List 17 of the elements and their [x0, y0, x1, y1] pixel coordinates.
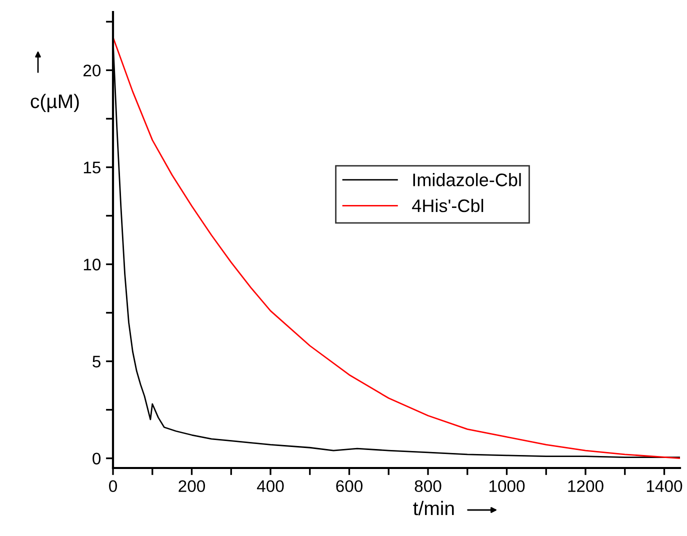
y-tick-label: 15 — [84, 162, 100, 174]
y-tick-label: 10 — [84, 258, 101, 270]
y-tick-label: 0 — [92, 452, 101, 464]
x-tick-label: 1000 — [489, 480, 525, 492]
legend-label: Imidazole-Cbl — [413, 173, 521, 186]
y-axis-title: c(µM) — [30, 94, 79, 112]
x-tick-label: 0 — [109, 480, 117, 492]
y-tick-label: 20 — [83, 64, 101, 76]
x-axis-title: t/min — [413, 500, 454, 516]
x-tick-label: 400 — [256, 480, 284, 492]
x-tick-label: 1200 — [568, 480, 604, 492]
legend-label: 4His'-Cbl — [412, 198, 484, 212]
y-tick-label: 5 — [92, 356, 100, 368]
x-tick-label: 200 — [178, 480, 206, 492]
x-tick-label: 800 — [414, 480, 442, 492]
x-tick-label: 1400 — [646, 480, 682, 492]
x-tick-label: 600 — [336, 480, 363, 492]
